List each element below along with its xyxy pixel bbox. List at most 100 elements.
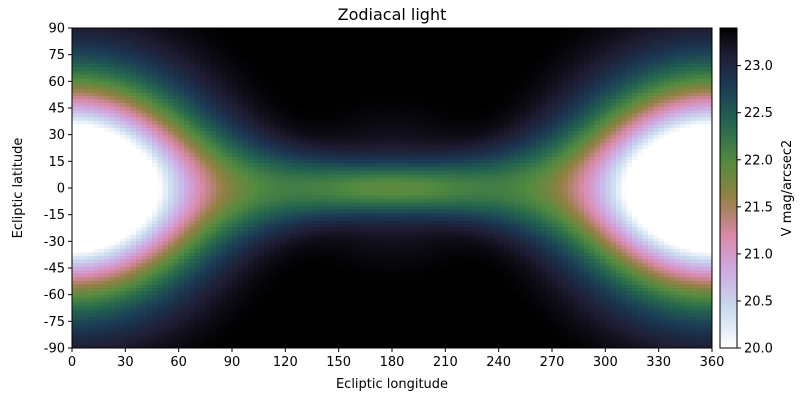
heatmap-cell	[610, 330, 617, 335]
heatmap-cell	[258, 248, 265, 253]
heatmap-cell	[514, 298, 521, 303]
heatmap-cell	[333, 202, 340, 207]
heatmap-cell	[605, 333, 612, 338]
heatmap-cell	[434, 308, 441, 313]
heatmap-cell	[461, 227, 468, 232]
heatmap-cell	[621, 205, 628, 210]
heatmap-cell	[370, 262, 377, 267]
heatmap-cell	[248, 220, 254, 224]
heatmap-cell	[232, 301, 238, 306]
heatmap-cell	[429, 316, 436, 320]
heatmap-cell	[498, 287, 505, 292]
heatmap-cell	[648, 244, 654, 249]
heatmap-cell	[418, 308, 425, 313]
heatmap-cell	[696, 333, 702, 338]
heatmap-cell	[344, 301, 350, 306]
heatmap-cell	[392, 216, 398, 221]
heatmap-cell	[72, 273, 78, 278]
heatmap-cell	[200, 273, 206, 278]
heatmap-cell	[285, 227, 292, 232]
heatmap-cell	[205, 230, 212, 235]
heatmap-cell	[466, 198, 473, 203]
heatmap-cell	[328, 294, 334, 299]
heatmap-cell	[114, 237, 121, 242]
heatmap-cell	[562, 244, 569, 249]
heatmap-cell	[136, 308, 142, 313]
heatmap-cell	[402, 312, 409, 317]
heatmap-cell	[504, 287, 510, 292]
heatmap-cell	[360, 280, 366, 285]
heatmap-cell	[653, 230, 660, 235]
heatmap-cell	[472, 237, 478, 242]
heatmap-cell	[248, 287, 254, 292]
heatmap-cell	[162, 276, 169, 281]
heatmap-cell	[104, 323, 110, 328]
heatmap-cell	[605, 244, 612, 249]
heatmap-cell	[434, 198, 441, 203]
heatmap-cell	[562, 284, 569, 288]
heatmap-cell	[429, 337, 436, 342]
heatmap-cell	[466, 202, 473, 207]
heatmap-cell	[146, 323, 153, 328]
heatmap-cell	[338, 198, 345, 203]
heatmap-cell	[93, 326, 100, 331]
heatmap-cell	[72, 326, 78, 331]
heatmap-cell	[392, 273, 398, 278]
heatmap-cell	[632, 216, 638, 221]
heatmap-cell	[568, 312, 574, 317]
heatmap-cell	[322, 312, 329, 317]
heatmap-cell	[594, 266, 601, 271]
heatmap-cell	[157, 301, 164, 306]
heatmap-cell	[450, 237, 457, 242]
heatmap-cell	[232, 333, 238, 338]
heatmap-cell	[221, 266, 228, 271]
heatmap-cell	[290, 198, 297, 203]
heatmap-cell	[141, 227, 148, 232]
heatmap-cell	[610, 255, 617, 260]
heatmap-cell	[109, 241, 116, 246]
heatmap-cell	[82, 244, 89, 249]
heatmap-cell	[397, 308, 404, 313]
heatmap-cell	[680, 284, 686, 288]
heatmap-cell	[493, 291, 500, 296]
heatmap-cell	[701, 294, 708, 299]
heatmap-cell	[413, 319, 420, 324]
heatmap-cell	[376, 252, 382, 256]
heatmap-cell	[109, 209, 116, 214]
heatmap-cell	[248, 330, 254, 335]
heatmap-cell	[658, 284, 665, 288]
heatmap-cell	[466, 237, 473, 242]
heatmap-cell	[98, 330, 105, 335]
heatmap-cell	[408, 326, 414, 331]
heatmap-cell	[701, 344, 708, 349]
heatmap-cell	[621, 220, 628, 224]
heatmap-cell	[680, 212, 686, 217]
heatmap-cell	[141, 209, 148, 214]
heatmap-cell	[530, 337, 537, 342]
heatmap-cell	[541, 259, 548, 264]
heatmap-cell	[226, 230, 233, 235]
heatmap-cell	[141, 294, 148, 299]
heatmap-cell	[402, 305, 409, 310]
heatmap-cell	[328, 305, 334, 310]
heatmap-cell	[589, 319, 596, 324]
heatmap-cell	[253, 337, 260, 342]
heatmap-cell	[525, 216, 532, 221]
heatmap-cell	[477, 323, 484, 328]
heatmap-cell	[530, 255, 537, 260]
heatmap-cell	[616, 316, 622, 320]
heatmap-cell	[573, 262, 580, 267]
heatmap-cell	[290, 230, 297, 235]
heatmap-cell	[392, 223, 398, 228]
heatmap-cell	[141, 234, 148, 239]
heatmap-cell	[685, 259, 692, 264]
heatmap-cell	[349, 202, 356, 207]
heatmap-cell	[269, 259, 276, 264]
heatmap-cell	[680, 269, 686, 274]
heatmap-cell	[402, 330, 409, 335]
heatmap-cell	[589, 266, 596, 271]
heatmap-cell	[413, 287, 420, 292]
heatmap-cell	[322, 280, 329, 285]
heatmap-cell	[568, 255, 574, 260]
heatmap-cell	[450, 223, 457, 228]
